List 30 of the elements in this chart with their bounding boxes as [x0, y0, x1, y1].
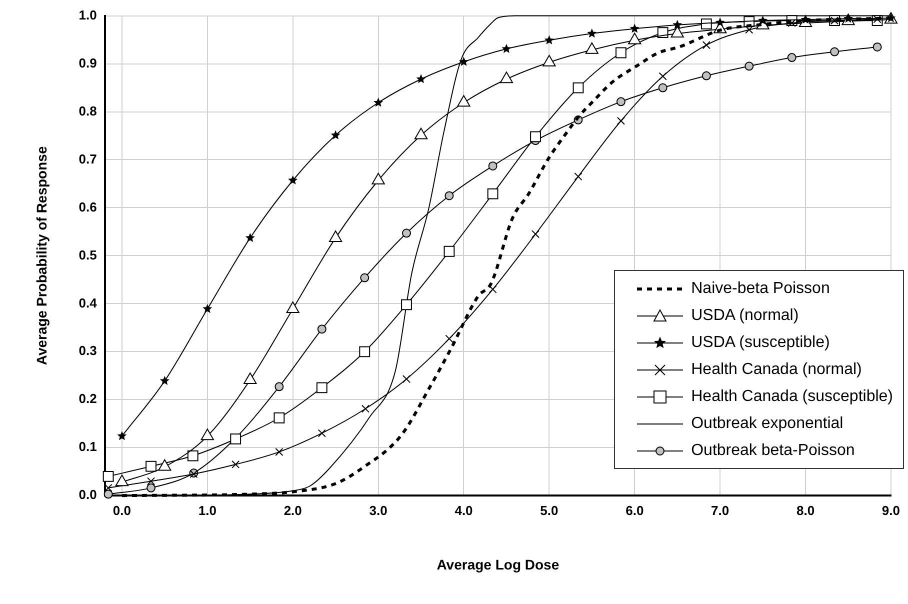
x-tick-label: 4.0 [454, 502, 473, 518]
x-tick-label: 1.0 [198, 502, 216, 518]
y-axis-title: Average Probability of Response [33, 146, 50, 366]
x-tick-label: 2.0 [284, 502, 302, 518]
x-tick-label: 7.0 [711, 502, 730, 518]
y-tick-label: 0.2 [78, 391, 97, 406]
y-tick-label: 0.3 [78, 343, 97, 358]
legend-label: Outbreak beta-Poisson [691, 441, 855, 461]
legend-label: USDA (susceptible) [691, 333, 830, 353]
y-tick-label: 0.0 [78, 487, 97, 502]
legend-label: USDA (normal) [691, 306, 799, 326]
x-tick-label: 3.0 [369, 502, 388, 518]
legend-label: Health Canada (susceptible) [691, 387, 893, 407]
x-tick-label: 0.0 [112, 502, 131, 518]
y-tick-label: 0.4 [78, 295, 98, 310]
y-tick-label: 0.5 [78, 247, 97, 262]
y-tick-label: 0.9 [78, 55, 97, 70]
x-tick-label: 9.0 [882, 502, 900, 518]
y-tick-label: 1.0 [78, 7, 97, 22]
x-axis-title: Average Log Dose [436, 556, 560, 572]
legend-label: Outbreak exponential [691, 414, 844, 434]
y-tick-label: 0.1 [78, 439, 97, 454]
legend-label: Naive-beta Poisson [691, 279, 830, 299]
legend-label: Health Canada (normal) [691, 360, 862, 380]
x-tick-label: 5.0 [540, 502, 558, 518]
y-tick-label: 0.6 [78, 199, 97, 214]
x-tick-label: 8.0 [796, 502, 815, 518]
y-tick-label: 0.7 [78, 151, 97, 166]
y-tick-label: 0.8 [78, 103, 97, 118]
x-tick-label: 6.0 [626, 502, 644, 518]
